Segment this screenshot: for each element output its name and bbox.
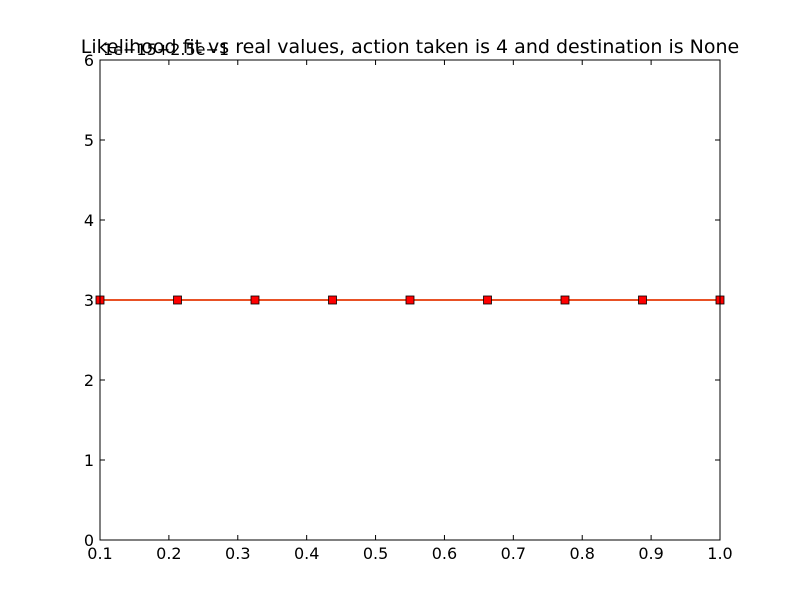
- y-tick-label: 6: [84, 51, 94, 70]
- x-tick-label: 0.6: [432, 544, 457, 563]
- y-tick-label: 1: [84, 451, 94, 470]
- series-layer: [95, 295, 725, 305]
- plot-frame: [99, 59, 721, 541]
- y-tick-label: 2: [84, 371, 94, 390]
- data-point: [405, 295, 415, 305]
- y-offset-label: 1e−15+2.5e−1: [103, 40, 229, 59]
- x-tick-label: 0.8: [569, 544, 594, 563]
- y-tick-label: 4: [84, 211, 94, 230]
- x-tick-label: 0.2: [156, 544, 181, 563]
- ticks-layer: 0.1 0.2 0.3 0.4 0.5 0.6 0.7 0.8 0.9 1.0 0 1 2 3 4 5 6: [84, 51, 733, 563]
- x-tick-label: 0.9: [638, 544, 663, 563]
- y-tick-label: 3: [84, 291, 94, 310]
- y-tick-label: 5: [84, 131, 94, 150]
- data-point: [250, 295, 260, 305]
- x-tick-label: 0.4: [294, 544, 319, 563]
- data-point: [328, 295, 337, 305]
- chart-title: Likelihood fit vs real values, action ta…: [81, 36, 740, 58]
- x-tick-label: 0.7: [501, 544, 526, 563]
- data-point: [483, 295, 492, 305]
- data-point: [560, 295, 570, 305]
- x-tick-label: 0.5: [363, 544, 388, 563]
- data-point: [638, 295, 647, 305]
- x-tick-label: 1.0: [707, 544, 732, 563]
- data-point: [173, 295, 182, 305]
- x-tick-label: 0.3: [225, 544, 250, 563]
- y-tick-label: 0: [84, 531, 94, 550]
- x-tick-label: 0.1: [87, 544, 112, 563]
